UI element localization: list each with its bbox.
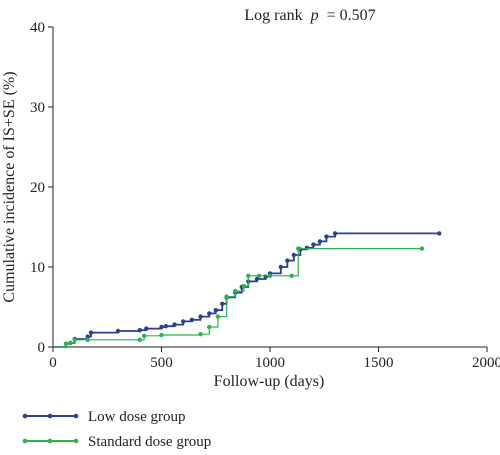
data-point-low-dose-group <box>278 264 284 270</box>
data-point-low-dose-group <box>207 311 212 316</box>
legend-item-standard-dose: Standard dose group <box>22 434 211 450</box>
data-point-low-dose-group <box>115 328 121 334</box>
x-tick-label: 2000 <box>472 355 500 371</box>
data-point-low-dose-group <box>311 242 316 247</box>
data-point-standard-dose-group <box>68 340 73 346</box>
legend-marker-low-dose <box>47 413 53 419</box>
x-tick-label: 500 <box>150 355 173 371</box>
legend-marker-low-dose <box>73 413 79 419</box>
legend-label-standard-dose: Standard dose group <box>88 434 211 450</box>
data-point-standard-dose-group <box>256 273 262 278</box>
series-line-low-dose-group <box>53 232 440 348</box>
data-point-low-dose-group <box>317 239 323 244</box>
data-point-low-dose-group <box>220 301 225 306</box>
legend-item-low-dose: Low dose group <box>22 409 186 425</box>
data-point-low-dose-group <box>163 324 169 329</box>
legend-marker-standard-dose <box>47 438 53 444</box>
y-tick-label: 30 <box>30 100 45 116</box>
data-point-low-dose-group <box>213 308 218 313</box>
data-point-standard-dose-group <box>289 273 294 278</box>
y-axis-title: Cumulative incidence of IS+SE (%) <box>1 71 18 302</box>
legend-label-low-dose: Low dose group <box>88 409 186 425</box>
data-point-standard-dose-group <box>419 246 425 251</box>
data-point-standard-dose-group <box>267 273 273 278</box>
legend-marker-low-dose <box>22 413 28 419</box>
data-point-standard-dose-group <box>198 332 203 337</box>
x-tick-label: 0 <box>49 355 57 371</box>
data-point-low-dose-group <box>198 314 203 319</box>
title-variable: p <box>310 7 319 24</box>
data-point-low-dose-group <box>85 334 90 339</box>
legend-marker-standard-dose <box>22 438 28 444</box>
data-point-low-dose-group <box>189 317 195 322</box>
data-point-standard-dose-group <box>137 337 142 342</box>
y-tick-label: 20 <box>30 180 45 196</box>
data-point-standard-dose-group <box>159 332 164 338</box>
data-point-standard-dose-group <box>296 246 301 251</box>
data-point-low-dose-group <box>181 319 186 324</box>
data-point-low-dose-group <box>324 234 329 239</box>
data-point-low-dose-group <box>285 258 290 263</box>
x-axis-title: Follow-up (days) <box>214 373 325 390</box>
data-point-standard-dose-group <box>224 294 229 299</box>
legend: Low dose group Standard dose group <box>22 409 211 450</box>
data-point-standard-dose-group <box>207 324 212 330</box>
data-point-standard-dose-group <box>85 337 90 342</box>
data-point-low-dose-group <box>291 252 297 258</box>
data-point-low-dose-group <box>254 276 260 282</box>
title-prefix: Log rank <box>244 7 302 24</box>
data-point-standard-dose-group <box>63 341 69 346</box>
x-tick-label: 1000 <box>255 355 285 371</box>
data-point-low-dose-group <box>159 324 164 330</box>
axes: 0 10 20 30 40 0 500 1000 1500 2000 <box>30 20 500 371</box>
y-tick-label: 0 <box>38 340 46 356</box>
data-point-low-dose-group <box>304 245 310 250</box>
data-point-standard-dose-group <box>215 314 221 319</box>
title-suffix: = 0.507 <box>327 7 376 24</box>
data-point-standard-dose-group <box>233 288 238 294</box>
data-point-standard-dose-group <box>72 337 77 342</box>
data-point-low-dose-group <box>88 330 94 335</box>
data-point-standard-dose-group <box>141 333 147 338</box>
series-layer <box>53 231 442 348</box>
data-point-low-dose-group <box>137 328 142 333</box>
data-point-low-dose-group <box>144 326 149 331</box>
legend-marker-standard-dose <box>73 438 79 444</box>
data-point-low-dose-group <box>332 231 338 236</box>
y-tick-label: 10 <box>30 260 45 276</box>
data-point-low-dose-group <box>437 231 442 236</box>
data-point-standard-dose-group <box>246 273 251 278</box>
series-standard-dose-group <box>53 246 425 348</box>
data-point-low-dose-group <box>263 274 268 279</box>
data-point-low-dose-group <box>172 322 177 327</box>
x-tick-label: 1500 <box>364 355 394 371</box>
y-tick-label: 40 <box>30 20 45 36</box>
chart-title: Log rank p = 0.507 <box>244 7 375 24</box>
data-point-standard-dose-group <box>241 284 247 289</box>
